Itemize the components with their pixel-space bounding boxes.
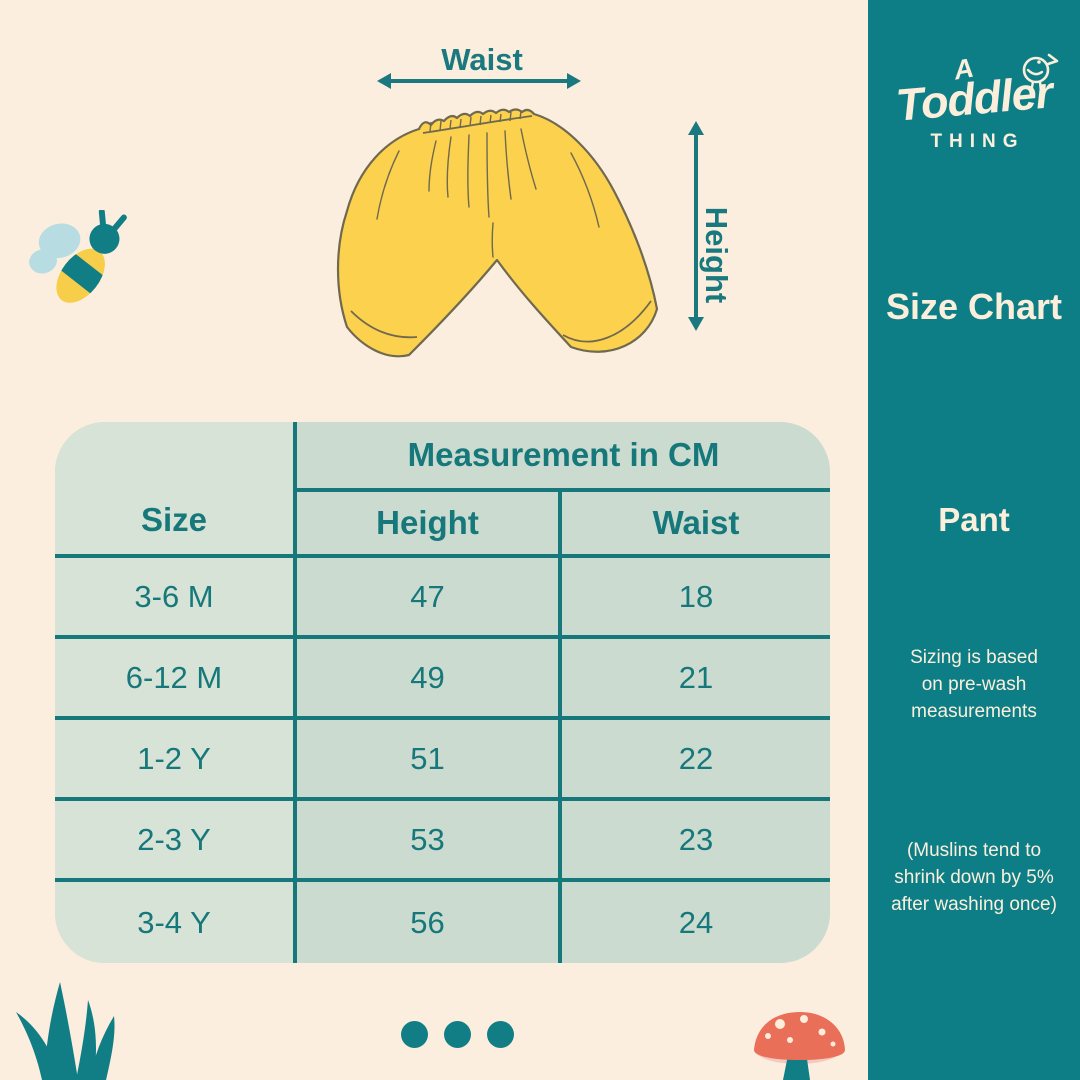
height-arrow-icon: [688, 121, 704, 331]
table-header-height: Height: [297, 492, 562, 558]
waist-arrow-icon: [377, 73, 581, 89]
table-cell-waist: 21: [562, 639, 830, 720]
pants-waistband-line: [422, 115, 533, 134]
dot-icon: [401, 1021, 428, 1048]
table-cell-height: 47: [297, 558, 562, 639]
bird-icon: [1022, 53, 1059, 94]
logo-thing-text: THING: [930, 131, 1025, 152]
table-cell-height: 49: [297, 639, 562, 720]
table-cell-height: 53: [297, 801, 562, 882]
table-cell-waist: 24: [562, 882, 830, 963]
sidebar: A Toddler THING Size Chart Pant Sizing i…: [868, 0, 1080, 1080]
mushroom-icon: [754, 1012, 845, 1080]
pants-illustration: [336, 108, 659, 358]
table-cell-size: 3-4 Y: [55, 882, 297, 963]
table-header-measurement: Measurement in CM: [297, 422, 830, 492]
bee-icon: [29, 210, 127, 303]
table-cell-waist: 22: [562, 720, 830, 801]
height-dimension-label: Height: [699, 206, 734, 304]
table-cell-size: 3-6 M: [55, 558, 297, 639]
dot-icon: [487, 1021, 514, 1048]
pants-body: [336, 108, 659, 358]
table-cell-waist: 23: [562, 801, 830, 882]
table-cell-size: 6-12 M: [55, 639, 297, 720]
brand-logo: A Toddler THING: [868, 53, 1080, 153]
table-cell-waist: 18: [562, 558, 830, 639]
table-cell-height: 56: [297, 882, 562, 963]
table-header-waist: Waist: [562, 492, 830, 558]
dot-icon: [444, 1021, 471, 1048]
wash-shrinkage-note: (Muslins tend to shrink down by 5% after…: [891, 840, 1057, 915]
carousel-dots: [401, 1021, 514, 1048]
table-cell-size: 2-3 Y: [55, 801, 297, 882]
table-cell-height: 51: [297, 720, 562, 801]
pants-cuff-lines: [350, 300, 652, 343]
size-chart-table: Size Measurement in CM Height Waist 3-6 …: [55, 422, 830, 963]
waist-dimension-label: Waist: [441, 42, 523, 77]
table-cell-size: 1-2 Y: [55, 720, 297, 801]
pants-wrinkles: [376, 128, 600, 258]
grass-icon: [16, 982, 115, 1080]
pants-waistband-ribbing: [429, 110, 522, 133]
sizing-note: Sizing is based on pre-wash measurements: [910, 647, 1038, 722]
sidebar-title: Size Chart: [885, 286, 1063, 327]
product-name: Pant: [938, 501, 1010, 538]
table-header-size: Size: [55, 422, 297, 558]
